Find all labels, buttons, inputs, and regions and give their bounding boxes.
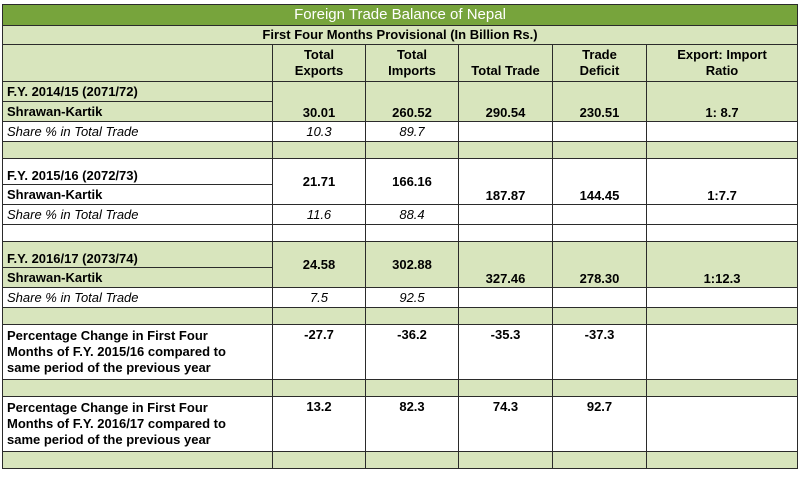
trade-deficit-value: 230.51 (552, 81, 647, 122)
total-exports-value: 30.01 (272, 81, 366, 122)
table-title: Foreign Trade Balance of Nepal (1, 4, 799, 26)
share-exports: 11.6 (272, 204, 366, 225)
period-label: Shrawan-Kartik (2, 267, 273, 288)
empty-cell (645, 121, 799, 142)
pct-change-label: Percentage Change in First Four Months o… (2, 324, 273, 380)
empty-cell (645, 324, 799, 380)
share-imports: 88.4 (365, 204, 459, 225)
ratio-value: 1: 8.7 (645, 81, 799, 122)
empty-cell (458, 287, 553, 308)
pct-change-exports: -27.7 (272, 324, 366, 380)
empty-cell (552, 204, 647, 225)
pct-change-deficit: 92.7 (552, 396, 647, 452)
header-total-exports: Total Exports (272, 44, 366, 82)
spacer-row (2, 224, 799, 242)
share-imports: 92.5 (365, 287, 459, 308)
fy-row: F.Y. 2014/15 (2071/72) 30.01 260.52 290.… (2, 81, 799, 122)
total-trade-value: 187.87 (458, 158, 553, 205)
ratio-value: 1:12.3 (645, 241, 799, 288)
empty-cell (645, 396, 799, 452)
empty-cell (458, 121, 553, 142)
pct-change-total-trade: -35.3 (458, 324, 553, 380)
total-exports-value: 24.58 (272, 241, 366, 288)
total-imports-value: 166.16 (365, 158, 459, 205)
header-total-imports: Total Imports (365, 44, 459, 82)
table-subtitle: First Four Months Provisional (In Billio… (1, 25, 799, 45)
total-trade-value: 327.46 (458, 241, 553, 288)
share-imports: 89.7 (365, 121, 459, 142)
fy-label: F.Y. 2016/17 (2073/74) (2, 241, 273, 268)
period-label: Shrawan-Kartik (2, 184, 273, 205)
header-trade-deficit: Trade Deficit (552, 44, 647, 82)
total-imports-value: 260.52 (365, 81, 459, 122)
trade-deficit-value: 144.45 (552, 158, 647, 205)
share-row: Share % in Total Trade 7.5 92.5 (2, 287, 799, 308)
fy-label: F.Y. 2014/15 (2071/72) (2, 81, 273, 102)
share-label: Share % in Total Trade (2, 121, 273, 142)
pct-change-label: Percentage Change in First Four Months o… (2, 396, 273, 452)
empty-cell (552, 121, 647, 142)
trade-deficit-value: 278.30 (552, 241, 647, 288)
share-exports: 10.3 (272, 121, 366, 142)
share-row: Share % in Total Trade 11.6 88.4 (2, 204, 799, 225)
fy-row: F.Y. 2015/16 (2072/73) 21.71 166.16 187.… (2, 158, 799, 205)
share-label: Share % in Total Trade (2, 204, 273, 225)
share-exports: 7.5 (272, 287, 366, 308)
pct-change-exports: 13.2 (272, 396, 366, 452)
pct-change-imports: 82.3 (365, 396, 459, 452)
total-imports-value: 302.88 (365, 241, 459, 288)
title-row: Foreign Trade Balance of Nepal (1, 4, 799, 26)
pct-change-deficit: -37.3 (552, 324, 647, 380)
pct-change-total-trade: 74.3 (458, 396, 553, 452)
share-row: Share % in Total Trade 10.3 89.7 (2, 121, 799, 142)
fy-label: F.Y. 2015/16 (2072/73) (2, 158, 273, 185)
spacer-row (2, 379, 799, 397)
header-total-trade: Total Trade (458, 44, 553, 82)
period-label: Shrawan-Kartik (2, 101, 273, 122)
share-label: Share % in Total Trade (2, 287, 273, 308)
header-blank (2, 44, 273, 82)
fy-row: F.Y. 2016/17 (2073/74) 24.58 302.88 327.… (2, 241, 799, 288)
empty-cell (552, 287, 647, 308)
empty-cell (645, 287, 799, 308)
pct-change-row: Percentage Change in First Four Months o… (2, 396, 799, 452)
trade-balance-table: Foreign Trade Balance of Nepal First Fou… (1, 4, 799, 469)
spacer-row (2, 307, 799, 325)
pct-change-imports: -36.2 (365, 324, 459, 380)
header-export-import-ratio: Export: Import Ratio (645, 44, 799, 82)
ratio-value: 1:7.7 (645, 158, 799, 205)
spacer-row (2, 141, 799, 159)
pct-change-row: Percentage Change in First Four Months o… (2, 324, 799, 380)
total-trade-value: 290.54 (458, 81, 553, 122)
spacer-row (2, 451, 799, 469)
header-row: Total Exports Total Imports Total Trade Tr… (2, 44, 799, 82)
empty-cell (645, 204, 799, 225)
subtitle-row: First Four Months Provisional (In Billio… (1, 25, 799, 45)
empty-cell (458, 204, 553, 225)
total-exports-value: 21.71 (272, 158, 366, 205)
